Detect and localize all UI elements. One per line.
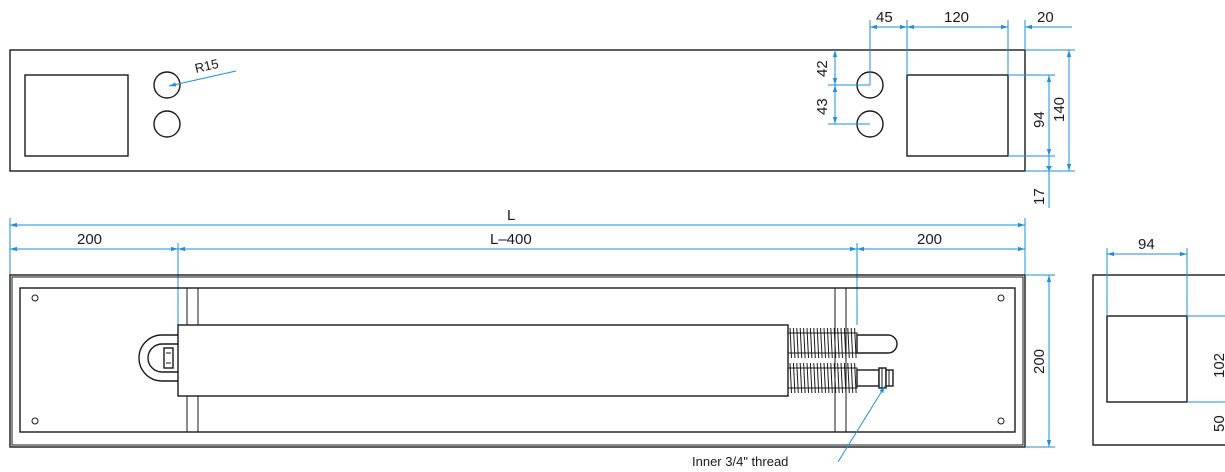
side-heater-section bbox=[1106, 315, 1188, 403]
fin bbox=[820, 327, 823, 359]
side-outline bbox=[1092, 274, 1225, 446]
screw-hole-bl bbox=[31, 417, 39, 425]
radius-leader bbox=[168, 70, 237, 87]
side-view: 94 102 50 bbox=[1092, 236, 1225, 446]
dim-200-left-label: 200 bbox=[77, 231, 102, 248]
fin bbox=[840, 362, 843, 394]
top-left-box bbox=[24, 74, 129, 157]
dim-L-label: L bbox=[507, 207, 515, 224]
dim-45-label: 45 bbox=[876, 9, 893, 26]
upper-pipe-stub bbox=[856, 334, 898, 354]
top-right-box bbox=[906, 74, 1009, 157]
fin bbox=[837, 327, 840, 359]
fin bbox=[813, 327, 816, 359]
fin bbox=[843, 327, 847, 359]
thread-note: Inner 3/4" thread bbox=[692, 454, 788, 469]
screw-hole-tr bbox=[997, 294, 1005, 302]
fin bbox=[803, 362, 806, 394]
housing-outer bbox=[9, 274, 1026, 448]
side-dim-102-label: 102 bbox=[1211, 353, 1225, 378]
fin bbox=[816, 327, 820, 359]
radius-label: R15 bbox=[193, 56, 220, 76]
dim-L400-label: L–400 bbox=[490, 231, 532, 248]
fin bbox=[847, 362, 850, 394]
housing-inner bbox=[19, 287, 1016, 433]
dim-17-label: 17 bbox=[1031, 188, 1048, 205]
fin bbox=[813, 362, 816, 394]
lower-pipe-stub bbox=[856, 369, 880, 387]
front-view: L 200 L–400 200 bbox=[9, 207, 1055, 469]
fin bbox=[806, 327, 809, 359]
dim-17-arrow bbox=[1046, 166, 1052, 171]
fin bbox=[789, 362, 792, 394]
dim-20-label: 20 bbox=[1037, 9, 1054, 26]
u-bend bbox=[138, 334, 178, 382]
side-dim-94-label: 94 bbox=[1138, 236, 1155, 253]
fin bbox=[833, 362, 837, 394]
fin bbox=[837, 362, 840, 394]
dim-200-height-label: 200 bbox=[1031, 349, 1048, 374]
dim-42-label: 42 bbox=[814, 60, 831, 77]
fin bbox=[850, 362, 854, 394]
fin bbox=[843, 362, 847, 394]
fin bbox=[826, 362, 830, 394]
fin bbox=[789, 327, 792, 359]
fin bbox=[792, 327, 796, 359]
fin bbox=[816, 362, 820, 394]
dim-200-right-label: 200 bbox=[917, 231, 942, 248]
fin bbox=[809, 362, 813, 394]
fin bbox=[823, 362, 826, 394]
thread-leader bbox=[837, 385, 886, 463]
fin bbox=[799, 362, 803, 394]
fin bbox=[833, 327, 837, 359]
fin bbox=[854, 327, 857, 359]
dim-120-label: 120 bbox=[944, 9, 969, 26]
fin bbox=[803, 327, 806, 359]
side-dim-50-label: 50 bbox=[1211, 415, 1225, 432]
fin bbox=[840, 327, 843, 359]
fin bbox=[823, 327, 826, 359]
fin bbox=[850, 327, 854, 359]
dim-43-label: 43 bbox=[814, 98, 831, 115]
left-pipe-hole-lower bbox=[153, 110, 181, 138]
dim-94-label: 94 bbox=[1031, 111, 1048, 128]
fin bbox=[806, 362, 809, 394]
screw-hole-br bbox=[997, 417, 1005, 425]
fin bbox=[809, 327, 813, 359]
screw-hole-tl bbox=[31, 294, 39, 302]
housing-inner-edge bbox=[11, 276, 1024, 446]
fin bbox=[847, 327, 850, 359]
fin bbox=[792, 362, 796, 394]
left-pipe-hole-upper bbox=[153, 71, 181, 99]
heater-body bbox=[177, 324, 789, 397]
fin bbox=[830, 327, 833, 359]
fin-pack bbox=[787, 327, 858, 394]
fin bbox=[799, 327, 803, 359]
fin bbox=[820, 362, 823, 394]
top-view: R15 45 120 20 42 43 94 140 17 bbox=[9, 9, 1075, 208]
thread-fitting bbox=[878, 367, 894, 389]
fin bbox=[854, 362, 857, 394]
fin bbox=[796, 327, 799, 359]
fin bbox=[796, 362, 799, 394]
top-view-outline bbox=[9, 49, 1026, 172]
dim-140-label: 140 bbox=[1051, 97, 1068, 122]
fin bbox=[826, 327, 830, 359]
fin bbox=[830, 362, 833, 394]
